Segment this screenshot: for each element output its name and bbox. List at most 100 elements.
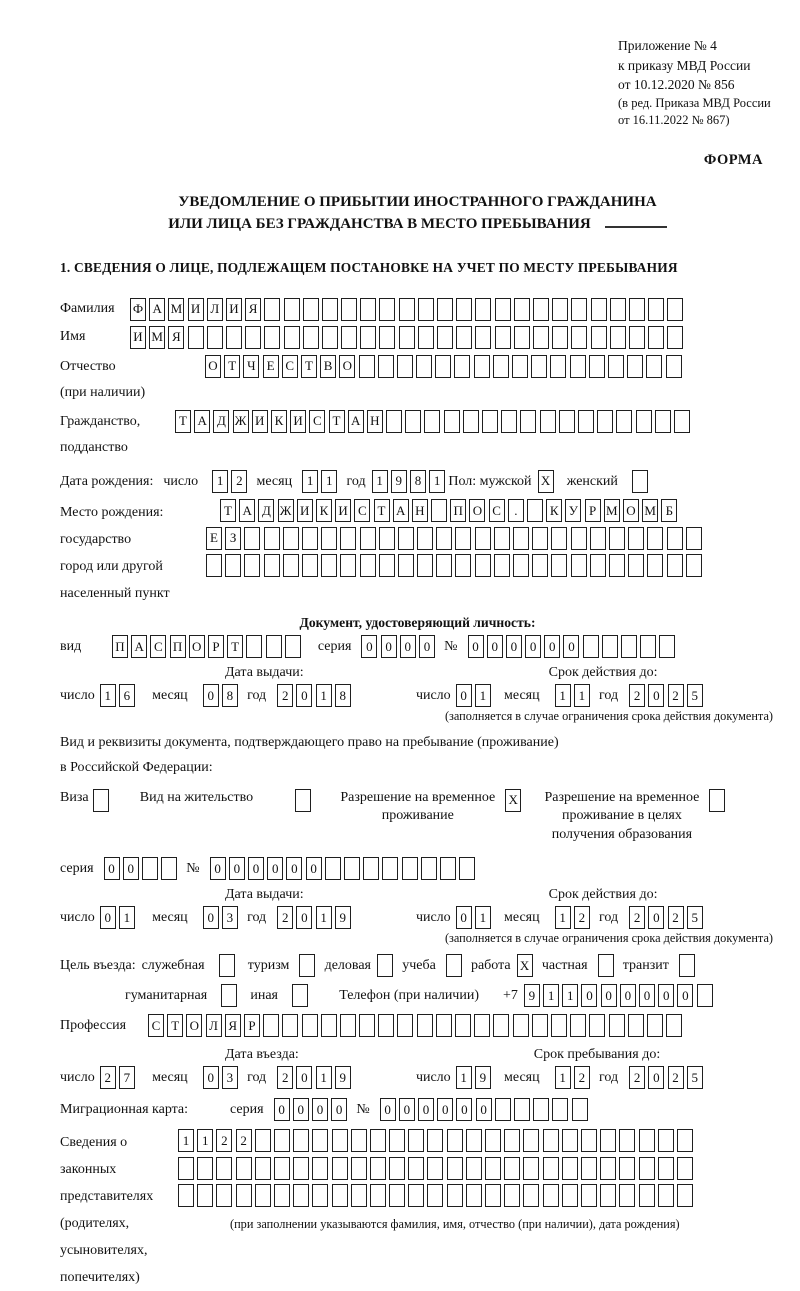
- char-box[interactable]: [273, 1156, 290, 1180]
- char-box[interactable]: 0: [467, 635, 484, 659]
- char-box[interactable]: [437, 297, 453, 321]
- char-box[interactable]: 0: [648, 1066, 665, 1090]
- char-box[interactable]: 0: [267, 857, 284, 881]
- char-box[interactable]: 0: [677, 984, 694, 1008]
- char-box[interactable]: М: [168, 297, 185, 321]
- char-box[interactable]: [408, 1156, 425, 1180]
- char-box[interactable]: [350, 1156, 367, 1180]
- char-box[interactable]: [398, 297, 415, 321]
- char-box[interactable]: 2: [667, 1066, 684, 1090]
- char-box[interactable]: 2: [629, 906, 646, 930]
- char-box[interactable]: 0: [286, 857, 303, 881]
- char-box[interactable]: [619, 1184, 636, 1208]
- char-box[interactable]: 0: [525, 635, 542, 659]
- char-box[interactable]: [435, 1014, 452, 1038]
- char-box[interactable]: [378, 554, 395, 578]
- char-box[interactable]: [216, 1184, 233, 1208]
- char-box[interactable]: [436, 554, 453, 578]
- char-box[interactable]: М: [603, 499, 620, 523]
- char-box[interactable]: [331, 1156, 348, 1180]
- char-box[interactable]: [561, 1184, 578, 1208]
- char-box[interactable]: [312, 1129, 329, 1153]
- char-box[interactable]: [628, 526, 645, 550]
- char-box[interactable]: 0: [331, 1098, 348, 1122]
- char-box[interactable]: [301, 1014, 318, 1038]
- char-box[interactable]: [512, 354, 528, 378]
- char-box[interactable]: 5: [686, 906, 703, 930]
- char-box[interactable]: [666, 526, 683, 550]
- char-box[interactable]: 0: [648, 684, 665, 708]
- char-box[interactable]: [494, 297, 511, 321]
- char-box[interactable]: 0: [202, 906, 219, 930]
- char-box[interactable]: [709, 788, 726, 812]
- char-box[interactable]: [561, 1129, 578, 1153]
- char-box[interactable]: 0: [292, 1098, 309, 1122]
- char-box[interactable]: [359, 1014, 376, 1038]
- char-box[interactable]: [494, 325, 511, 349]
- char-box[interactable]: Л: [206, 297, 223, 321]
- char-box[interactable]: [427, 1156, 444, 1180]
- char-box[interactable]: 1: [554, 1066, 571, 1090]
- char-box[interactable]: 0: [505, 635, 522, 659]
- char-box[interactable]: [431, 499, 448, 523]
- char-box[interactable]: [446, 1156, 463, 1180]
- char-box[interactable]: Б: [661, 499, 678, 523]
- char-box[interactable]: [532, 554, 549, 578]
- char-box[interactable]: 0: [379, 1098, 396, 1122]
- char-box[interactable]: Я: [224, 1014, 241, 1038]
- char-box[interactable]: К: [546, 499, 563, 523]
- char-box[interactable]: К: [270, 409, 287, 433]
- char-box[interactable]: [512, 1014, 529, 1038]
- char-box[interactable]: [420, 857, 437, 881]
- char-box[interactable]: [616, 409, 633, 433]
- char-box[interactable]: [386, 409, 403, 433]
- char-box[interactable]: [398, 325, 415, 349]
- char-box[interactable]: [389, 1184, 406, 1208]
- char-box[interactable]: И: [296, 499, 313, 523]
- char-box[interactable]: 2: [277, 1066, 294, 1090]
- char-box[interactable]: 5: [686, 1066, 703, 1090]
- char-box[interactable]: [302, 325, 319, 349]
- char-box[interactable]: [341, 325, 358, 349]
- char-box[interactable]: Т: [227, 635, 244, 659]
- char-box[interactable]: К: [315, 499, 332, 523]
- char-box[interactable]: 0: [202, 684, 219, 708]
- char-box[interactable]: [292, 984, 308, 1008]
- char-box[interactable]: 9: [390, 470, 407, 494]
- char-box[interactable]: [600, 1129, 617, 1153]
- char-box[interactable]: [552, 297, 569, 321]
- char-box[interactable]: 9: [334, 906, 351, 930]
- char-box[interactable]: А: [149, 297, 166, 321]
- char-box[interactable]: 2: [667, 684, 684, 708]
- char-box[interactable]: [321, 297, 338, 321]
- char-box[interactable]: [597, 409, 614, 433]
- char-box[interactable]: X: [516, 954, 533, 978]
- char-box[interactable]: [445, 954, 462, 978]
- char-box[interactable]: [676, 1184, 693, 1208]
- char-box[interactable]: [552, 1098, 569, 1122]
- char-box[interactable]: [492, 354, 509, 378]
- char-box[interactable]: 0: [305, 857, 322, 881]
- char-box[interactable]: [609, 325, 626, 349]
- char-box[interactable]: [667, 297, 684, 321]
- char-box[interactable]: [561, 1156, 578, 1180]
- char-box[interactable]: [379, 297, 396, 321]
- char-box[interactable]: Я: [168, 325, 185, 349]
- char-box[interactable]: [589, 554, 606, 578]
- char-box[interactable]: [282, 526, 299, 550]
- char-box[interactable]: [609, 297, 626, 321]
- char-box[interactable]: [532, 325, 549, 349]
- char-box[interactable]: 0: [658, 984, 675, 1008]
- char-box[interactable]: [621, 635, 638, 659]
- char-box[interactable]: [293, 1184, 310, 1208]
- char-box[interactable]: [638, 1156, 655, 1180]
- char-box[interactable]: [439, 857, 456, 881]
- char-box[interactable]: [443, 409, 460, 433]
- char-box[interactable]: [558, 409, 575, 433]
- char-box[interactable]: О: [469, 499, 486, 523]
- char-box[interactable]: [321, 554, 338, 578]
- char-box[interactable]: [321, 325, 338, 349]
- char-box[interactable]: П: [450, 499, 467, 523]
- char-box[interactable]: [295, 788, 312, 812]
- char-box[interactable]: 0: [296, 684, 313, 708]
